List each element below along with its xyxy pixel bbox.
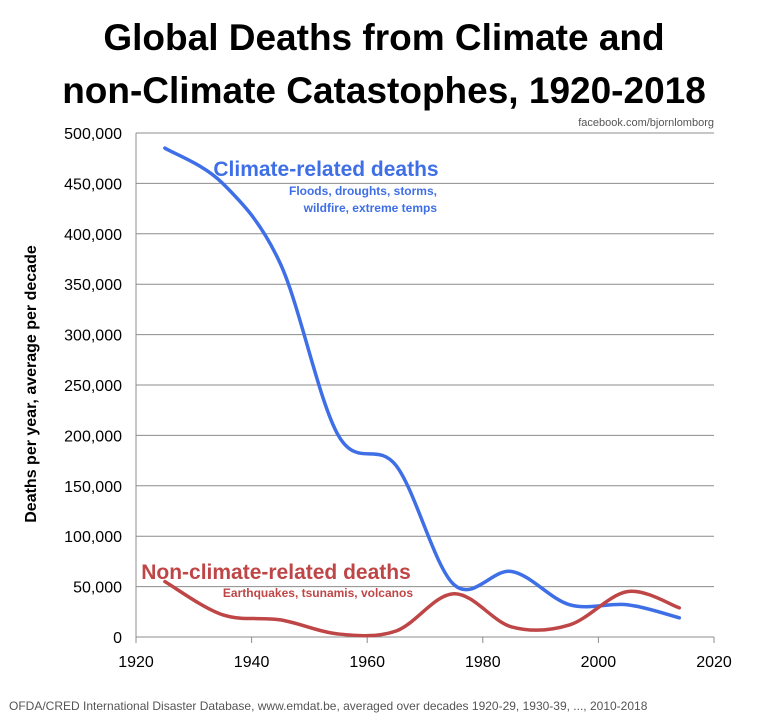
x-tick-label: 2000	[581, 654, 617, 671]
series-label-climate: Climate-related deaths	[213, 158, 438, 181]
series-sublabel-non-climate: Earthquakes, tsunamis, volcanos	[223, 586, 413, 600]
y-tick-label: 450,000	[64, 176, 122, 193]
axes	[135, 133, 715, 643]
y-tick-label: 400,000	[64, 227, 122, 244]
y-tick-label: 150,000	[64, 479, 122, 496]
y-tick-label: 350,000	[64, 277, 122, 294]
x-tick-label: 1960	[349, 654, 385, 671]
series-sublabel-climate-2: wildfire, extreme temps	[303, 201, 438, 215]
y-tick-label: 0	[113, 630, 122, 647]
y-axis-label: Deaths per year, average per decade	[23, 245, 40, 523]
y-tick-label: 300,000	[64, 328, 122, 345]
watermark: facebook.com/bjornlomborg	[578, 117, 714, 129]
source-note: OFDA/CRED International Disaster Databas…	[9, 699, 648, 713]
y-tick-label: 100,000	[64, 529, 122, 546]
x-tick-labels: 1920 1940 1960 1980 2000 2020	[118, 654, 732, 671]
y-tick-labels: 0 50,000 100,000 150,000 200,000 250,000 300,0…	[64, 126, 122, 647]
y-tick-label: 50,000	[73, 580, 122, 597]
series-label-non-climate: Non-climate-related deaths	[141, 561, 411, 584]
series-lines	[163, 146, 682, 638]
gridlines	[136, 132, 714, 588]
x-tick-label: 1920	[118, 654, 154, 671]
x-tick-label: 1940	[234, 654, 270, 671]
chart-title-line-1: Global Deaths from Climate and	[103, 17, 664, 58]
series-line-non-climate	[163, 579, 682, 638]
x-tick-label: 1980	[465, 654, 501, 671]
y-tick-label: 200,000	[64, 428, 122, 445]
series-line-climate	[163, 146, 682, 620]
y-tick-label: 250,000	[64, 378, 122, 395]
x-tick-label: 2020	[696, 654, 732, 671]
chart-title-line-2: non-Climate Catastophes, 1920-2018	[62, 70, 706, 111]
y-tick-label: 500,000	[64, 126, 122, 143]
series-sublabel-climate-1: Floods, droughts, storms,	[289, 184, 437, 198]
